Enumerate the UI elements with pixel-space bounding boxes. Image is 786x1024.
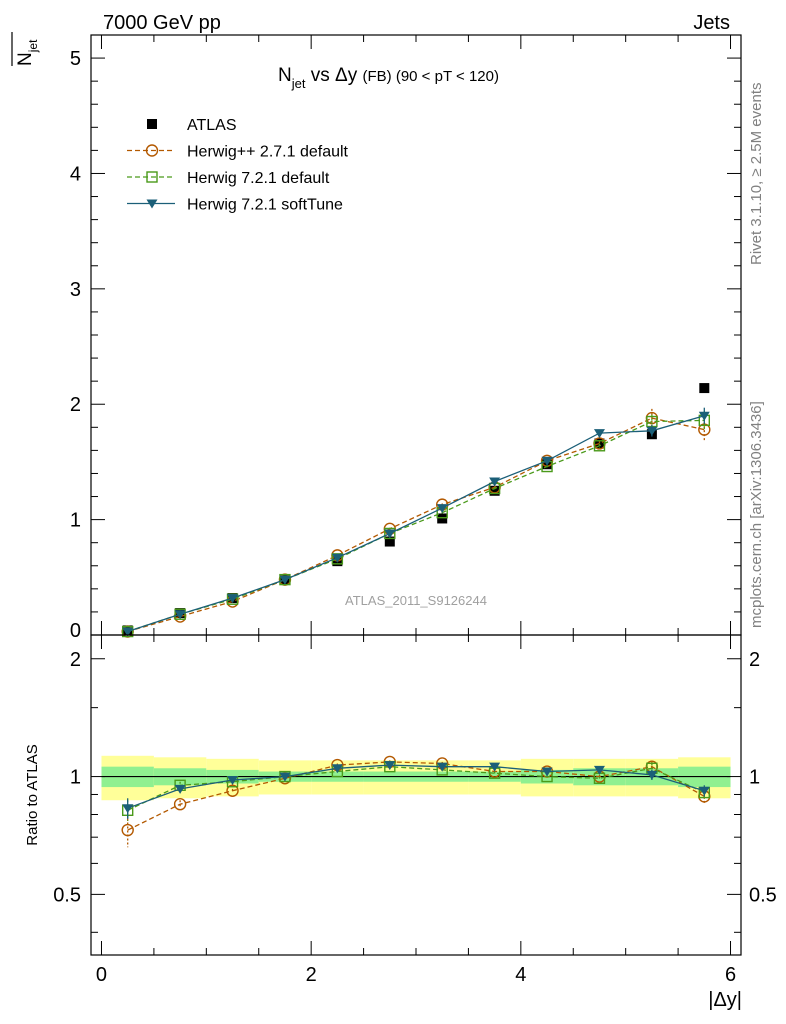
ratio-y-tick-label-right: 0.5: [749, 884, 777, 906]
data-point: [121, 823, 134, 837]
main-plot-panel: 1 2 3 4 5 0 Njet vs Δy (FB) (90 < pT < 120) N…: [11, 32, 742, 642]
main-title-jet: jet: [291, 76, 306, 91]
data-point: [489, 762, 501, 772]
main-title-n: N: [278, 65, 292, 86]
legend-marker: [146, 199, 158, 209]
data-point: [489, 485, 500, 496]
side-text-bottom: mcplots.cern.ch [arXiv:1306.3436]: [748, 401, 765, 628]
data-point: [646, 770, 658, 780]
x-tick-label: 4: [515, 964, 526, 986]
y-tick-label: 5: [70, 48, 81, 70]
data-point: [699, 383, 710, 394]
data-point: [226, 784, 239, 797]
ratio-y-tick-label: 2: [70, 649, 81, 671]
header-left: 7000 GeV pp: [103, 12, 221, 34]
series-line: [127, 764, 705, 809]
main-title-vs: vs Δy: [305, 65, 362, 86]
legend-label: Herwig 7.2.1 softTune: [187, 197, 343, 214]
x-tick-label: 2: [306, 964, 317, 986]
y-tick-label: 1: [70, 510, 81, 532]
legend-entry: Herwig++ 2.7.1 default: [127, 144, 349, 161]
data-point: [593, 765, 605, 775]
data-point: [173, 797, 187, 811]
series-herwig-7-2-1-softtune: [122, 407, 710, 637]
legend-label: Herwig++ 2.7.1 default: [187, 144, 349, 161]
main-ylabel-n: N: [15, 52, 36, 66]
legend: ATLAS Herwig++ 2.7.1 default Herwig 7.2.1 …: [127, 117, 349, 214]
ratio-y-tick-label: 1: [70, 767, 81, 789]
series-line: [127, 419, 705, 633]
data-point: [384, 536, 395, 547]
data-point: [174, 784, 186, 794]
data-point: [227, 594, 239, 604]
side-text-top: Rivet 3.1.10, ≥ 2.5M events: [748, 83, 765, 266]
y-tick-label: 2: [70, 394, 81, 416]
data-point: [698, 786, 710, 796]
legend-label: Herwig 7.2.1 default: [187, 170, 330, 187]
data-point: [227, 775, 239, 785]
data-point: [331, 553, 343, 563]
data-point: [437, 513, 448, 524]
ratio-y-tick-label: 0.5: [53, 884, 81, 906]
main-title-range: (90 < pT < 120): [392, 68, 499, 85]
data-point: [279, 575, 291, 585]
data-point: [489, 477, 501, 487]
legend-marker: [147, 119, 157, 129]
y-tick-label: 3: [70, 279, 81, 301]
data-point: [593, 429, 605, 439]
ratio-y-tick-label-right: 2: [749, 649, 760, 671]
svg-text:Njet: Njet: [15, 39, 40, 66]
main-title-fb: (FB): [363, 68, 392, 85]
main-ylabel: Njet: [11, 32, 40, 66]
legend-entry: Herwig 7.2.1 default: [127, 170, 330, 187]
series-line: [127, 761, 705, 831]
data-point: [698, 411, 710, 421]
data-point: [174, 610, 186, 620]
data-point: [646, 426, 658, 436]
data-point: [384, 529, 396, 539]
data-point: [541, 456, 553, 466]
data-point: [331, 764, 343, 774]
data-point: [541, 767, 553, 777]
main-ylabel-jet: jet: [26, 39, 40, 53]
x-tick-label: 6: [725, 964, 736, 986]
y-tick-label: 4: [70, 163, 81, 185]
data-point: [279, 772, 291, 782]
series-line: [127, 415, 705, 633]
ratio-y-tick-label-right: 1: [749, 767, 760, 789]
data-point: [384, 761, 396, 771]
header-right: Jets: [693, 12, 730, 34]
y-tick-label-zero: 0: [70, 620, 81, 642]
data-point: [436, 762, 448, 772]
series-herwig-7-2-1-softtune: [122, 761, 710, 819]
legend-entry: Herwig 7.2.1 softTune: [127, 197, 343, 214]
legend-label: ATLAS: [187, 117, 237, 134]
watermark: ATLAS_2011_S9126244: [345, 593, 487, 608]
x-tick-label: 0: [96, 964, 107, 986]
x-axis-label: |Δy|: [708, 989, 742, 1011]
main-title: Njet vs Δy (FB) (90 < pT < 120): [278, 65, 499, 91]
data-point: [436, 504, 448, 514]
data-point: [593, 440, 606, 452]
legend-marker: [146, 171, 158, 183]
data-point: [122, 627, 134, 637]
data-point: [122, 804, 134, 814]
ratio-ylabel: Ratio to ATLAS: [24, 744, 41, 845]
legend-entry: ATLAS: [147, 117, 237, 134]
legend-marker: [145, 144, 159, 157]
series-line: [127, 417, 705, 633]
ratio-plot-panel: 0.5 0.5 1 1 2 2 0 2 4 6 Ratio to ATLAS |Δy|: [24, 634, 777, 1011]
